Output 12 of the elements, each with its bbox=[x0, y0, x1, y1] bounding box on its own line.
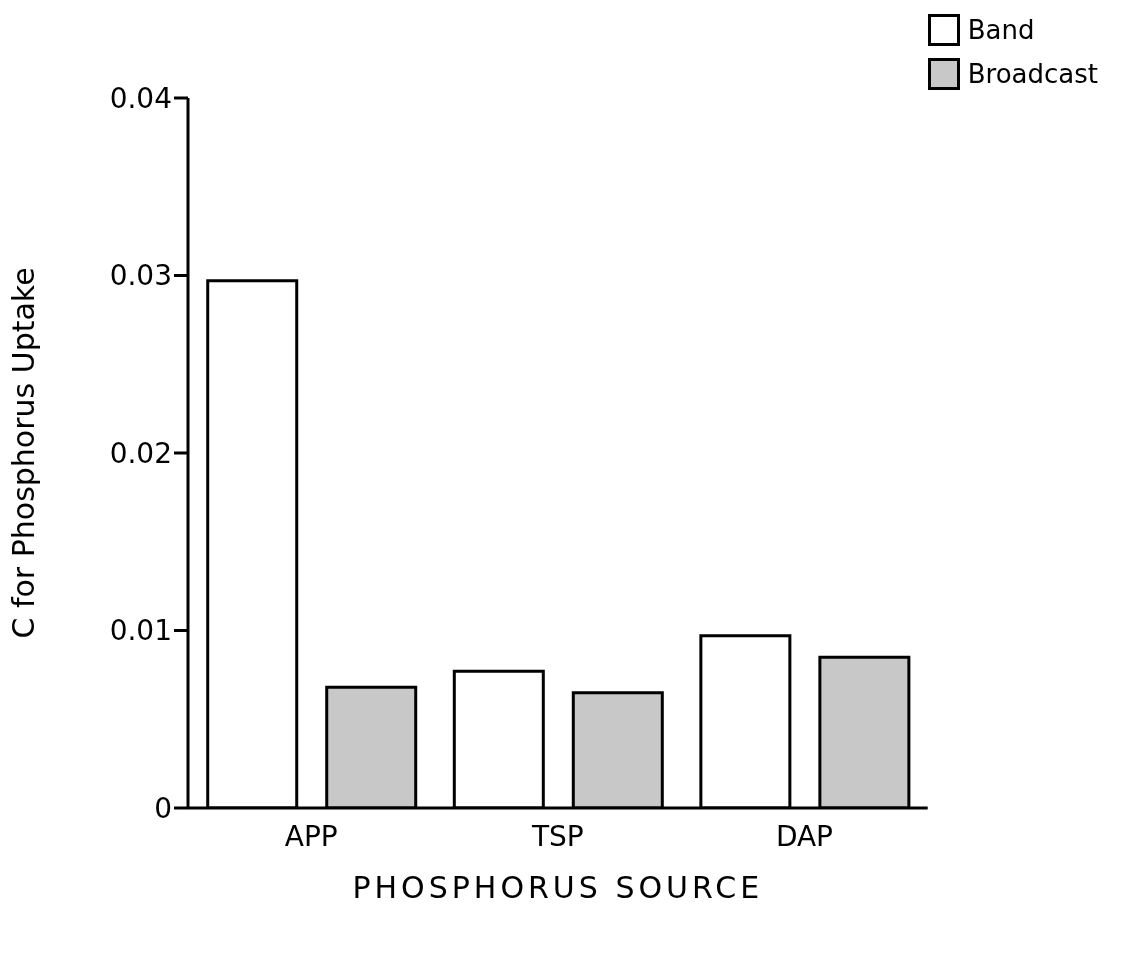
x-axis-title: PHOSPHORUS SOURCE bbox=[352, 870, 764, 905]
y-tick-label: 0.01 bbox=[109, 614, 172, 648]
y-axis-title: C̄ for Phosphorus Uptake bbox=[5, 267, 41, 639]
x-tick-label: TSP bbox=[530, 819, 584, 853]
y-tick-label: 0.03 bbox=[109, 259, 172, 293]
legend-label: Broadcast bbox=[967, 58, 1098, 91]
y-tick-label: 0 bbox=[154, 791, 172, 825]
x-tick-label: APP bbox=[284, 819, 338, 853]
x-tick-label: DAP bbox=[775, 819, 833, 853]
y-tick-label: 0.04 bbox=[109, 81, 172, 115]
y-tick-label: 0.02 bbox=[109, 436, 172, 470]
legend-label: Band bbox=[967, 14, 1035, 47]
